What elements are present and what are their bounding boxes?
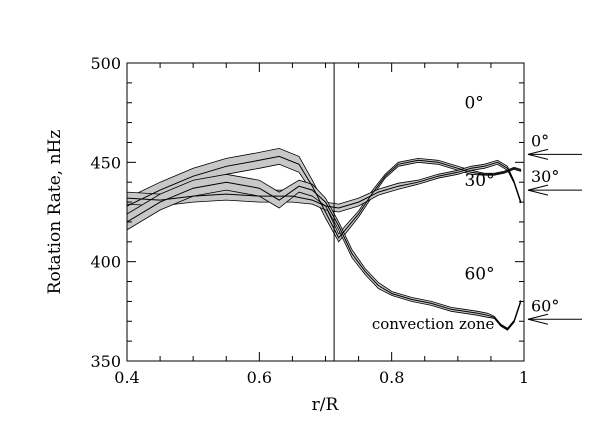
series-labels: 0° 30° 60°	[464, 94, 494, 285]
series-line-2	[126, 181, 522, 330]
surface-arrow-head	[527, 184, 549, 196]
x-tick-label: 0.4	[114, 368, 139, 387]
x-axis-label: r/R	[312, 395, 340, 415]
axis-ticks	[126, 62, 525, 362]
x-tick-label: 1	[519, 368, 529, 387]
series-lines	[126, 155, 522, 330]
surface-arrow-label: 60°	[531, 296, 559, 315]
surface-arrow-head	[527, 313, 549, 325]
surface-arrow-label: 30°	[531, 167, 559, 186]
convection-zone-label: convection zone	[372, 315, 495, 333]
y-tick-label: 350	[90, 352, 121, 371]
series-band-2	[126, 173, 522, 331]
y-tick-label: 500	[90, 54, 121, 73]
surface-arrows: 0° 30° 60°	[527, 131, 582, 325]
series-label: 30°	[464, 171, 494, 191]
y-tick-label: 400	[90, 253, 121, 272]
x-tick-label: 0.6	[247, 368, 272, 387]
series-label: 0°	[464, 94, 483, 114]
y-tick-label: 450	[90, 153, 121, 172]
y-tick-labels: 350 400 450 500	[90, 54, 121, 371]
series-label: 60°	[464, 265, 494, 285]
error-bands	[126, 147, 522, 331]
x-tick-label: 0.8	[379, 368, 404, 387]
surface-arrow-label: 0°	[531, 131, 549, 150]
x-tick-labels: 0.4 0.6 0.8 1	[114, 368, 529, 387]
surface-arrow-head	[527, 148, 549, 160]
series-line-0	[126, 155, 521, 239]
y-axis-label: Rotation Rate, nHz	[45, 130, 65, 295]
series-line-1	[126, 161, 522, 209]
